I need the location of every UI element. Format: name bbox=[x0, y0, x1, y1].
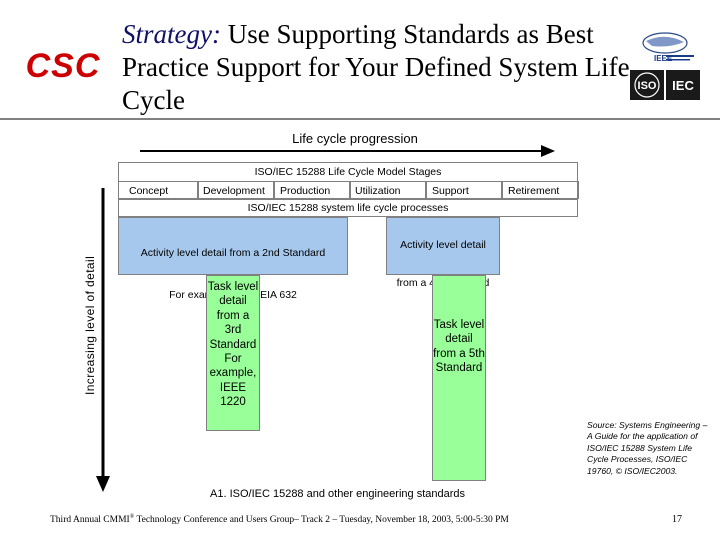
task-3rd-standard-box: Task level detail from a 3rd Standard Fo… bbox=[206, 275, 260, 431]
stage-cell-retirement bbox=[502, 181, 579, 199]
progress-arrow-icon bbox=[140, 145, 555, 157]
detail-axis-label: Increasing level of detail bbox=[83, 255, 97, 395]
stage-concept: Concept bbox=[129, 185, 169, 197]
progress-label: Life cycle progression bbox=[292, 131, 418, 146]
task-5th-text: Task level detail from a 5th Standard bbox=[433, 319, 485, 375]
stages-box: ISO/IEC 15288 Life Cycle Model Stages Co… bbox=[118, 162, 579, 200]
ieee-logo: IEEE bbox=[654, 54, 673, 63]
processes-box: ISO/IEC 15288 system life cycle processe… bbox=[118, 199, 578, 217]
stage-cell-utilization bbox=[350, 181, 426, 199]
stage-cell-support bbox=[426, 181, 502, 199]
title-emphasis: Strategy: bbox=[122, 19, 221, 49]
stage-support: Support bbox=[432, 185, 469, 197]
activity-4th-standard-box: Activity level detail from a 4th Standar… bbox=[386, 217, 500, 289]
task-3rd-text: Task level detail from a 3rd Standard Fo… bbox=[207, 281, 259, 409]
svg-text:IEC: IEC bbox=[672, 78, 694, 93]
stage-development: Development bbox=[203, 185, 265, 197]
detail-arrow-icon bbox=[96, 188, 110, 492]
title-divider bbox=[0, 118, 720, 120]
stage-utilization: Utilization bbox=[355, 185, 401, 197]
source-note: Source: Systems Engineering – A Guide fo… bbox=[587, 420, 708, 476]
stage-cell-development bbox=[198, 181, 274, 199]
stage-retirement: Retirement bbox=[508, 185, 560, 197]
stage-cell-concept bbox=[118, 181, 198, 199]
title-rest: Use Supporting Standards as Best Practic… bbox=[122, 19, 630, 115]
csc-logo-text: CSC bbox=[26, 48, 100, 82]
globe-icon bbox=[642, 32, 688, 54]
figure-caption: A1. ISO/IEC 15288 and other engineering … bbox=[210, 488, 466, 500]
footer-text: Third Annual CMMI® Technology Conference… bbox=[50, 514, 509, 526]
csc-logo: CSC bbox=[26, 48, 100, 82]
standards-logos: IEEE ISO IEC bbox=[630, 32, 700, 100]
task-5th-standard-box: Task level detail from a 5th Standard bbox=[432, 275, 486, 481]
iec-logo bbox=[666, 70, 700, 100]
page-number: 17 bbox=[672, 514, 682, 525]
activity-2nd-standard-box: Activity level detail from a 2nd Standar… bbox=[118, 217, 348, 301]
stages-title: ISO/IEC 15288 Life Cycle Model Stages bbox=[254, 166, 442, 178]
iso-logo bbox=[630, 70, 664, 100]
processes-label: ISO/IEC 15288 system life cycle processe… bbox=[247, 202, 449, 214]
slide-title: Strategy: Use Supporting Standards as Be… bbox=[122, 18, 632, 117]
stage-production: Production bbox=[280, 185, 331, 197]
svg-text:ISO: ISO bbox=[638, 80, 657, 92]
stage-cell-production bbox=[274, 181, 350, 199]
